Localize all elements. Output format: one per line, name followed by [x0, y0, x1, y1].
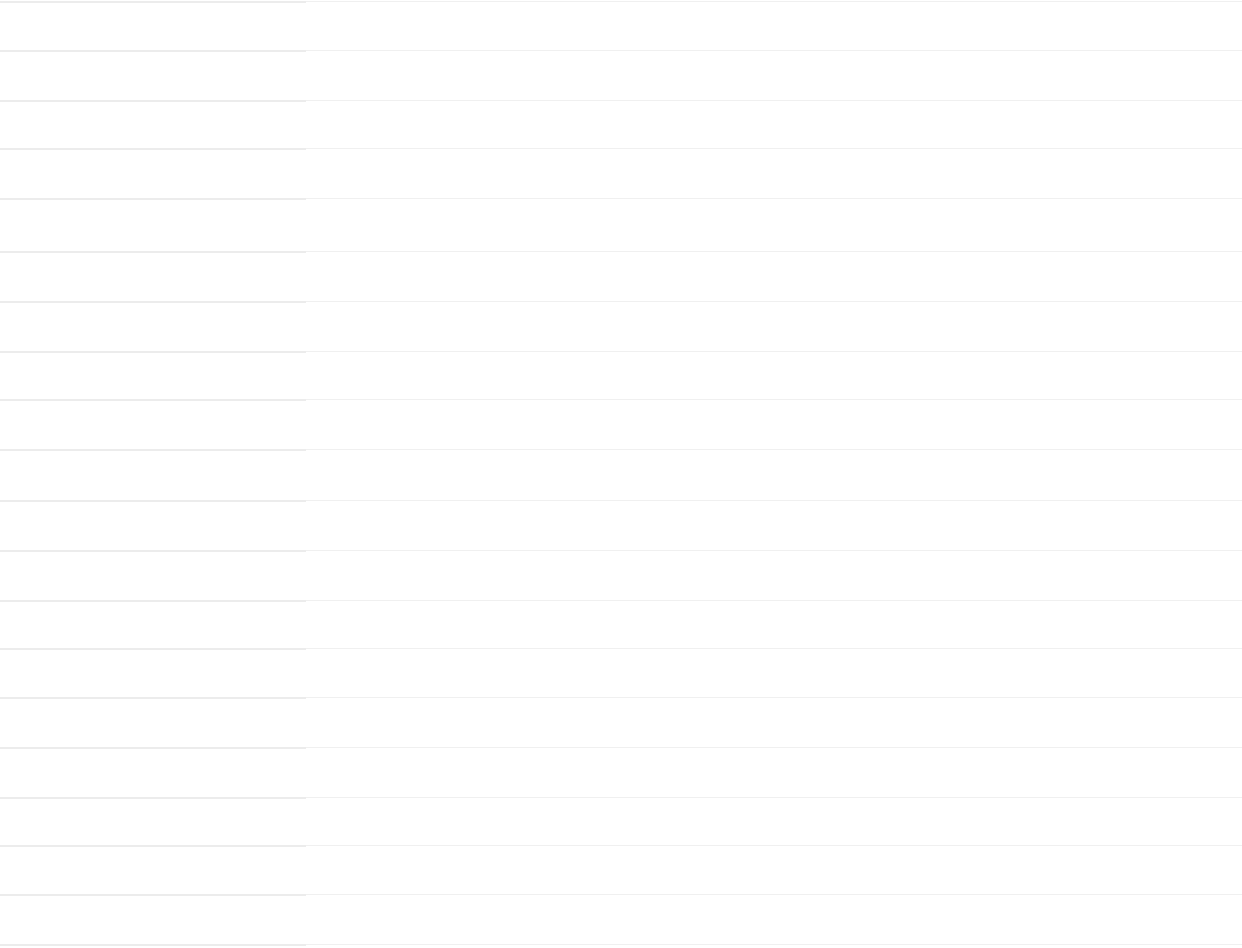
left-column-divider	[0, 797, 306, 799]
left-column-divider	[0, 697, 306, 699]
row-divider-line	[306, 697, 1242, 698]
row-divider-line	[306, 894, 1242, 895]
table-row	[0, 401, 1242, 449]
left-column-divider	[0, 399, 306, 401]
row-divider-line	[306, 50, 1242, 51]
row-divider-line	[306, 550, 1242, 551]
left-column-divider	[0, 845, 306, 847]
left-column-divider	[0, 944, 306, 946]
left-column-divider	[0, 550, 306, 552]
left-column-divider	[0, 198, 306, 200]
row-divider-line	[306, 148, 1242, 149]
row-divider-line	[306, 797, 1242, 798]
table-row	[0, 353, 1242, 399]
left-column-divider	[0, 100, 306, 102]
left-column-divider	[0, 600, 306, 602]
table-row	[0, 602, 1242, 648]
left-column-divider	[0, 351, 306, 353]
table-row	[0, 552, 1242, 600]
table-row	[0, 150, 1242, 198]
table-row	[0, 200, 1242, 251]
row-divider-line	[306, 1, 1242, 2]
row-divider-line	[306, 251, 1242, 252]
table-row	[0, 699, 1242, 747]
row-divider-line	[306, 449, 1242, 450]
row-divider-line	[306, 648, 1242, 649]
table-row	[0, 303, 1242, 351]
left-column-divider	[0, 747, 306, 749]
row-divider-line	[306, 399, 1242, 400]
row-divider-line	[306, 944, 1242, 945]
left-column-divider	[0, 894, 306, 896]
row-divider-line	[306, 100, 1242, 101]
table-row	[0, 847, 1242, 894]
table-row	[0, 253, 1242, 301]
left-column-divider	[0, 251, 306, 253]
left-column-divider	[0, 301, 306, 303]
table-row	[0, 650, 1242, 697]
left-column-divider	[0, 148, 306, 150]
row-divider-line	[306, 301, 1242, 302]
table-row	[0, 102, 1242, 148]
table-row	[0, 896, 1242, 944]
left-column-divider	[0, 50, 306, 52]
row-divider-line	[306, 600, 1242, 601]
left-column-divider	[0, 500, 306, 502]
row-divider-line	[306, 351, 1242, 352]
row-divider-line	[306, 500, 1242, 501]
table-row	[0, 502, 1242, 550]
table-row	[0, 799, 1242, 845]
left-column-divider	[0, 1, 306, 3]
row-divider-line	[306, 747, 1242, 748]
left-column-divider	[0, 648, 306, 650]
table-row	[0, 749, 1242, 797]
table-row	[0, 52, 1242, 100]
left-column-divider	[0, 449, 306, 451]
row-divider-line	[306, 845, 1242, 846]
table-row	[0, 3, 1242, 50]
table-row	[0, 451, 1242, 500]
row-divider-line	[306, 198, 1242, 199]
